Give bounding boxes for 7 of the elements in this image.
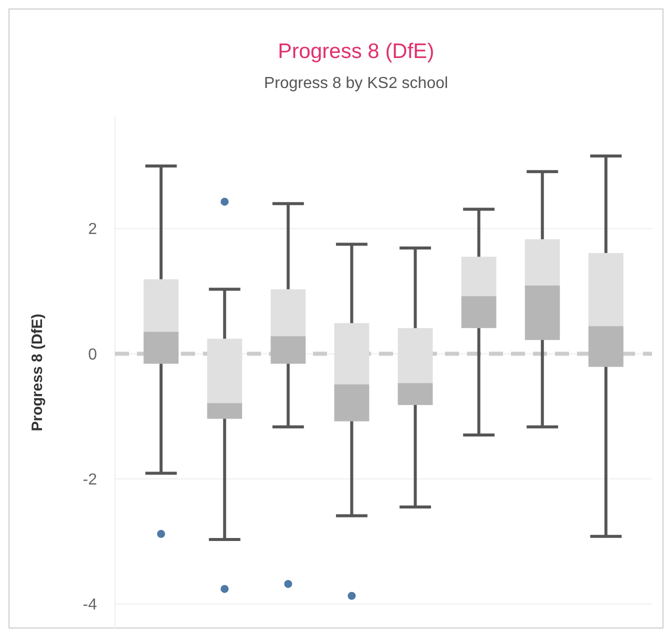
chart-title: Progress 8 (DfE) [278,40,434,63]
y-axis-title: Progress 8 (DfE) [29,314,46,432]
y-tick-label: -4 [82,596,98,614]
y-tick-label: 0 [88,346,98,364]
y-tick-label: -2 [82,471,98,488]
y-tick-label: 2 [88,221,98,238]
chart-subtitle: Progress 8 by KS2 school [264,75,448,92]
